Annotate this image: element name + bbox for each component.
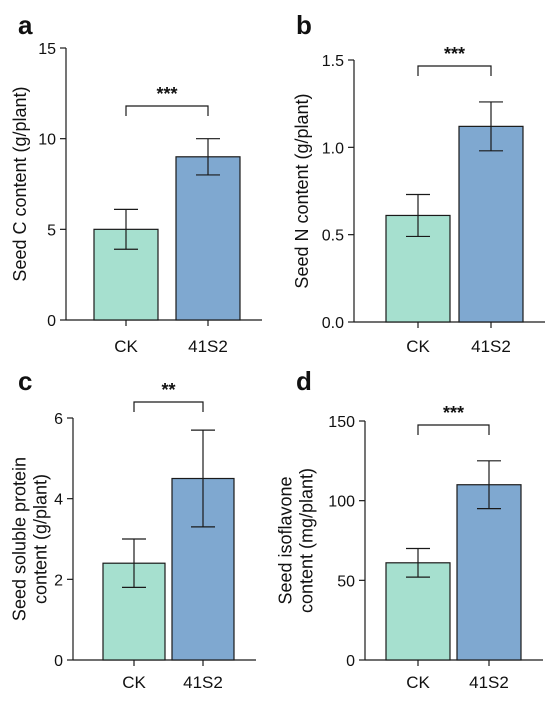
panel-d-significance-label: *** [443, 403, 464, 423]
panel-d-x-tick-label: 41S2 [469, 673, 509, 692]
panel-a-y-tick-label: 10 [38, 132, 56, 149]
panel-d-y-tick-label: 0 [346, 653, 355, 670]
panel-a-x-tick-label: CK [114, 337, 138, 356]
panel-a-y-tick-label: 5 [47, 222, 56, 239]
panel-b-letter: b [296, 10, 312, 40]
panel-d-x-tick-label: CK [406, 673, 430, 692]
panel-d-y-tick-label: 100 [328, 494, 355, 511]
panel-c-x-tick-label: CK [122, 673, 146, 692]
panel-c-letter: c [18, 366, 32, 396]
panel-b-significance-bracket [417, 65, 492, 76]
panel-d-y-tick-label: 50 [337, 573, 355, 590]
panel-a-significance-label: *** [156, 84, 177, 104]
panel-b-y-tick-label: 1.0 [322, 140, 344, 157]
panel-c-y-axis-title: Seed soluble protein [10, 457, 30, 621]
panel-c-y-tick-label: 6 [54, 411, 63, 428]
panel-a-letter: a [18, 10, 33, 40]
panel-a-y-axis-title: Seed C content (g/plant) [10, 86, 30, 281]
panel-b-y-axis-title: Seed N content (g/plant) [292, 93, 312, 288]
panel-d-y-tick-label: 150 [328, 414, 355, 431]
panel-b-y-tick-label: 1.5 [322, 53, 344, 70]
panel-c-significance-label: ** [161, 380, 175, 400]
panel-b-x-tick-label: 41S2 [471, 337, 511, 356]
panel-a-bar-41s2 [175, 156, 241, 321]
panel-b-y-tick-label: 0.0 [322, 315, 344, 332]
panel-a-significance-bracket [125, 105, 209, 116]
panel-c-y-axis-title: content (g/plant) [31, 474, 51, 604]
panel-d-y-axis-title: Seed isoflavone [276, 476, 296, 604]
panel-c-x-tick-label: 41S2 [183, 673, 223, 692]
panel-c-significance-bracket [133, 401, 204, 412]
panel-c-y-tick-label: 2 [54, 572, 63, 589]
panel-b-y-tick-label: 0.5 [322, 228, 344, 245]
panel-c-y-tick-label: 4 [54, 492, 63, 509]
panel-b-bar-41s2 [458, 125, 524, 323]
panel-b-x-tick-label: CK [406, 337, 430, 356]
panel-d-significance-bracket [417, 424, 490, 435]
panel-a-x-tick-label: 41S2 [188, 337, 228, 356]
panel-d-letter: d [296, 366, 312, 396]
panel-d-bar-ck [385, 562, 451, 661]
panel-d-y-axis-title: content (mg/plant) [297, 468, 317, 613]
panel-c-y-tick-label: 0 [54, 653, 63, 670]
panel-d-bar-41s2 [456, 484, 522, 661]
panel-a-y-tick-label: 0 [47, 313, 56, 330]
panel-b-significance-label: *** [444, 44, 465, 64]
panel-a-y-tick-label: 15 [38, 41, 56, 58]
